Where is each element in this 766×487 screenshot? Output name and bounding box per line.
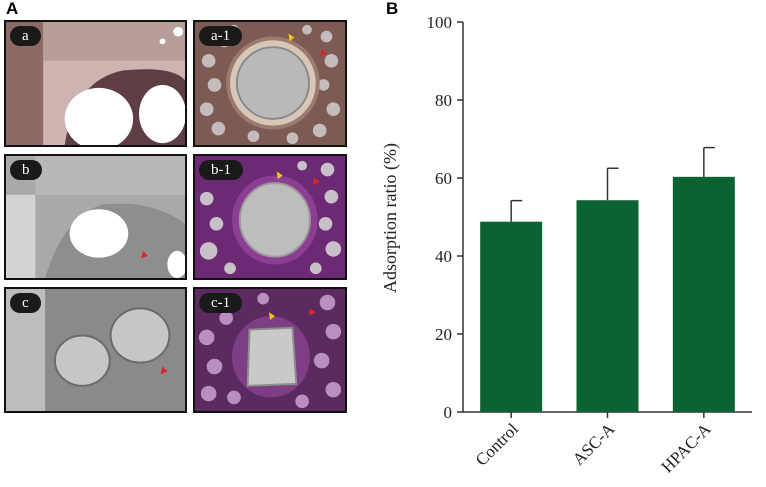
micrograph-a1: a-1 [193,20,347,147]
y-axis-title: Adsorption ratio (%) [380,143,401,293]
x-tick-label: Control [472,419,522,469]
bar-hpac-a [672,176,735,412]
bars [480,146,735,412]
micrograph-label: a-1 [199,26,243,46]
micrograph-b: b [4,154,187,280]
panel-b-letter: B [386,0,399,18]
micrograph-label: c-1 [199,293,243,313]
bar-chart: 0 20 40 60 80 100 Control ASC-A HPAC-A Adsorpti… [380,13,752,477]
panel-a-letter: A [6,0,19,18]
micrograph-label: b [10,160,42,180]
y-tick-label: 40 [435,247,452,266]
x-tick-label: HPAC-A [658,419,716,477]
y-tick-label: 20 [435,325,452,344]
micrograph-b1: b-1 [193,154,347,280]
y-axis: 0 20 40 60 80 100 [427,13,464,422]
bar-control [480,221,543,412]
x-axis: Control ASC-A HPAC-A [463,411,752,477]
micrograph-label: b-1 [199,160,243,180]
micrograph-c1: c-1 [193,287,347,413]
y-tick-label: 60 [435,169,452,188]
micrograph-label: a [10,26,41,46]
micrograph-a: a [4,20,187,147]
x-tick-label: ASC-A [569,419,619,469]
micrograph-c: c [4,287,187,413]
y-tick-label: 80 [435,91,452,110]
y-tick-label: 100 [427,13,453,32]
bar-asc-a [576,200,639,412]
y-tick-label: 0 [444,403,453,422]
micrograph-label: c [10,293,41,313]
